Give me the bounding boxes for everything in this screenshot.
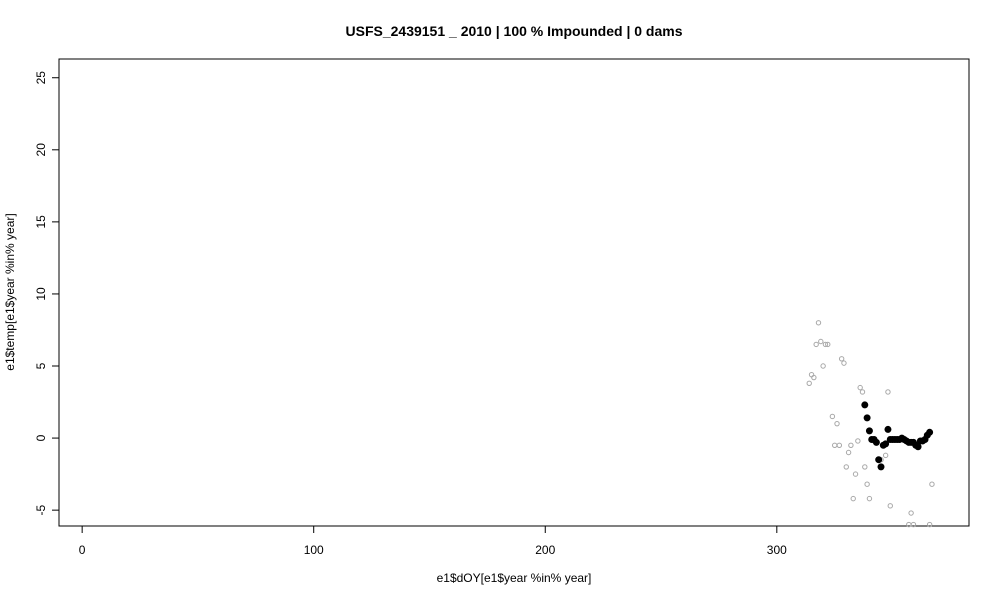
data-point-filled xyxy=(926,428,934,436)
y-tick-label: 5 xyxy=(34,362,48,369)
data-point-open xyxy=(815,320,822,326)
x-tick-label: 300 xyxy=(767,543,787,557)
data-point-open xyxy=(852,471,859,477)
data-point-open xyxy=(806,380,812,387)
data-point-filled xyxy=(877,463,885,471)
x-tick-label: 100 xyxy=(304,543,324,557)
x-tick-label: 200 xyxy=(535,543,555,557)
data-point-open xyxy=(836,442,843,448)
data-point-open xyxy=(855,438,861,444)
data-point-open xyxy=(864,481,870,487)
data-point-open xyxy=(929,481,935,487)
x-axis: 0 100 200 300 xyxy=(79,525,787,557)
data-point-open xyxy=(845,449,852,456)
data-point-open xyxy=(831,442,838,448)
data-point-open xyxy=(885,389,891,395)
data-point-filled xyxy=(865,427,873,435)
data-point-open xyxy=(822,341,829,348)
data-point-filled xyxy=(884,425,892,433)
y-tick-label: 15 xyxy=(34,215,48,229)
chart-title: USFS_2439151 _ 2010 | 100 % Impounded | … xyxy=(346,23,683,39)
data-point-open xyxy=(887,503,893,509)
data-point-open xyxy=(843,464,849,470)
plot-frame xyxy=(58,58,970,527)
data-point-open xyxy=(811,374,817,381)
data-point-filled xyxy=(882,440,890,448)
data-points xyxy=(806,320,935,528)
y-tick-label: -5 xyxy=(34,504,48,515)
data-point-open xyxy=(841,360,847,366)
y-axis-label: e1$temp[e1$year %in% year] xyxy=(3,213,17,370)
y-tick-label: 10 xyxy=(34,287,48,301)
data-point-open xyxy=(813,341,819,348)
data-point-filled xyxy=(863,414,871,422)
data-point-open xyxy=(866,495,873,502)
data-point-open xyxy=(820,363,826,369)
data-point-open xyxy=(848,442,854,448)
y-tick-label: 0 xyxy=(34,434,48,441)
data-point-open xyxy=(926,521,933,528)
data-point-open xyxy=(850,495,856,502)
data-point-open xyxy=(838,356,845,362)
x-axis-label: e1$dOY[e1$year %in% year] xyxy=(437,571,592,585)
y-axis: -5 0 5 10 15 20 25 xyxy=(34,71,60,515)
y-tick-label: 25 xyxy=(34,71,48,85)
data-point-open xyxy=(825,341,831,348)
data-point-filled xyxy=(914,443,922,451)
y-tick-label: 20 xyxy=(34,143,48,157)
data-point-open xyxy=(908,510,914,516)
data-point-open xyxy=(910,521,917,528)
data-point-open xyxy=(857,384,863,391)
data-point-open xyxy=(834,420,840,427)
data-point-filled xyxy=(861,401,869,409)
data-point-open xyxy=(859,389,866,395)
data-point-filled xyxy=(875,456,883,464)
data-point-open xyxy=(862,464,868,470)
x-tick-label: 0 xyxy=(79,543,86,557)
data-point-open xyxy=(829,413,836,420)
data-point-open xyxy=(818,338,824,345)
data-point-open xyxy=(882,452,889,459)
data-point-filled xyxy=(872,438,880,446)
